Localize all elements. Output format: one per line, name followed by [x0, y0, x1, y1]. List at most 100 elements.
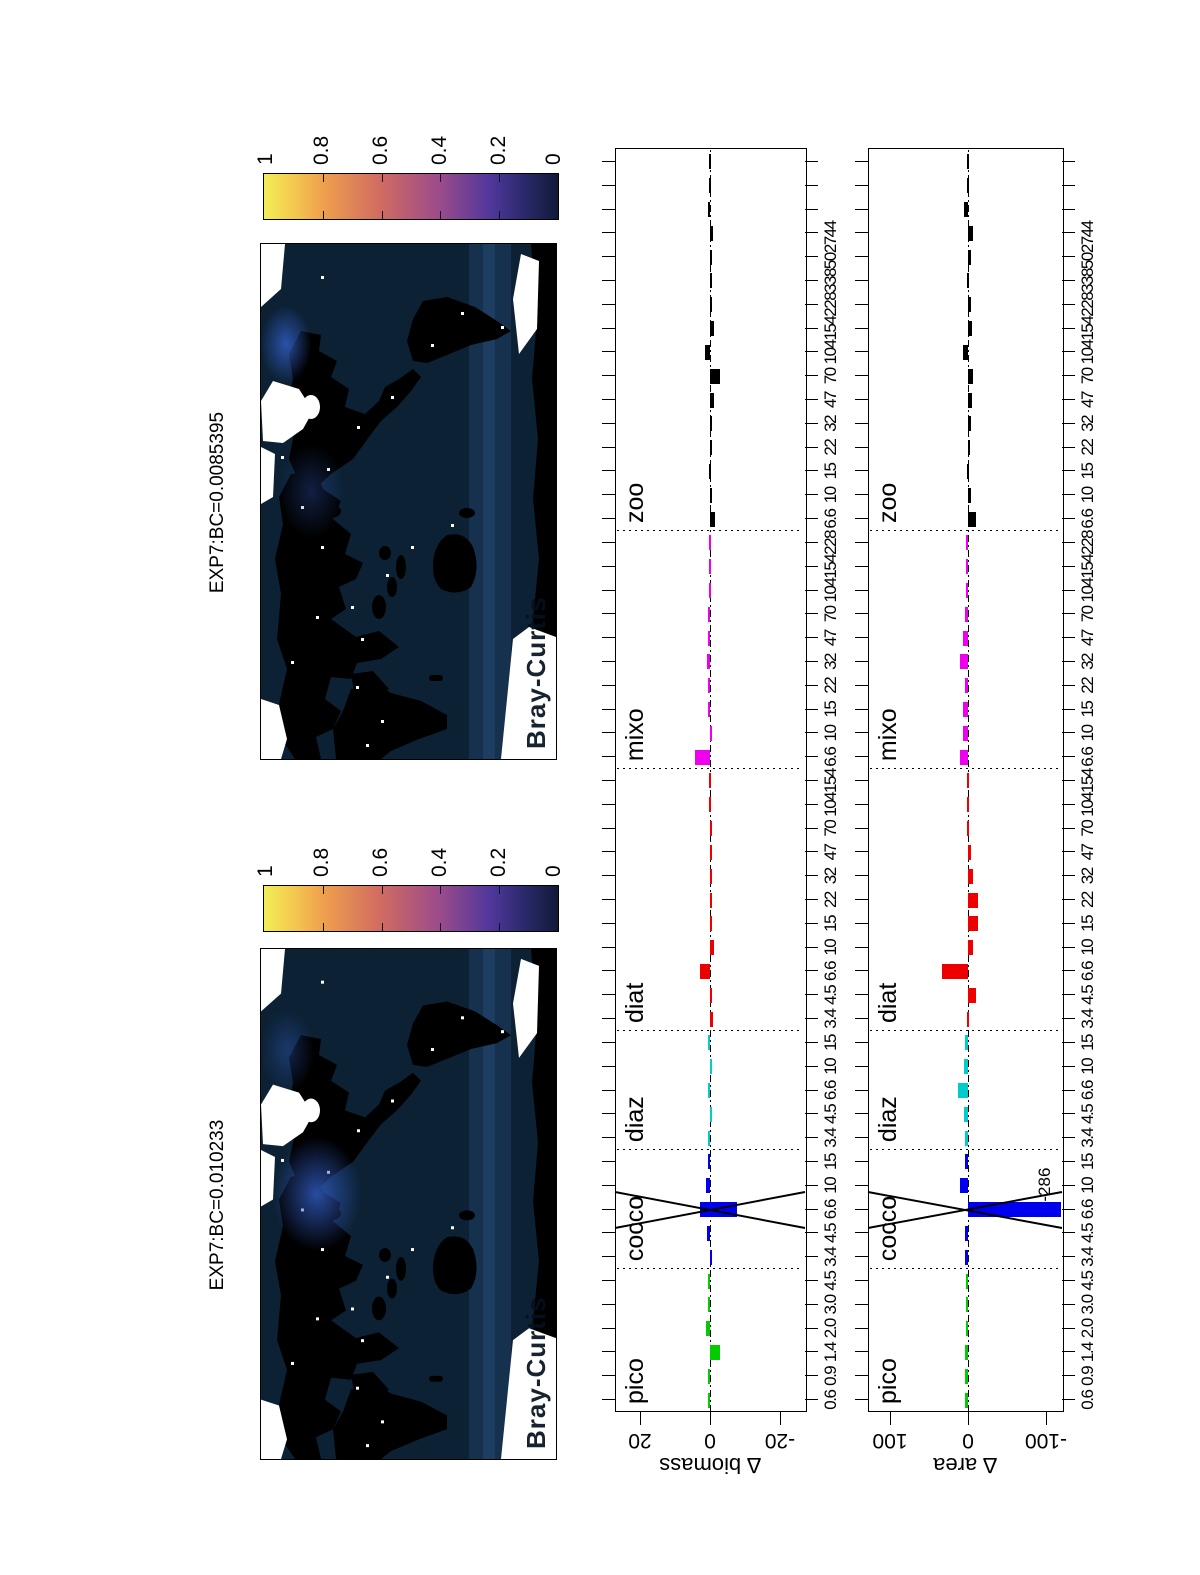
slot-tick-bottom: [805, 708, 818, 710]
slot-tick-top: [855, 660, 868, 662]
map1-watermark: Bray-Curtis: [521, 1296, 551, 1449]
bar-cocco: [964, 1154, 968, 1170]
slot-tick-bottom: [805, 208, 818, 210]
slot-tick-bottom: [1062, 660, 1075, 662]
map2: Bray-Curtis: [260, 243, 557, 760]
slot-tick-top: [602, 1137, 615, 1139]
bar-pico: [707, 1392, 710, 1408]
group-label-pico: pico: [874, 1358, 902, 1404]
bar-zoo: [968, 321, 972, 337]
map1-cbar-label-08: 0.8: [310, 847, 333, 877]
bar-zoo: [710, 321, 714, 337]
slot-tick-bottom: [805, 827, 818, 829]
bar-pico: [966, 1273, 969, 1289]
bar-diat: [709, 821, 712, 837]
slot-tick-bottom: [1062, 708, 1075, 710]
outlier-cross-marker: [867, 1190, 1063, 1229]
slot-tick-top: [602, 279, 615, 281]
map2-colorbar: [263, 173, 559, 220]
group-label-diaz: diaz: [874, 1096, 902, 1143]
slot-tick-bottom: [805, 1256, 818, 1258]
bar-cocco: [964, 1249, 968, 1265]
slot-tick-bottom: [805, 1041, 818, 1043]
slot-tick-bottom: [1062, 1160, 1075, 1162]
slot-tick-bottom: [1062, 1399, 1075, 1401]
slot-tick-bottom: [1062, 1232, 1075, 1234]
slot-tick-bottom: [1062, 565, 1075, 567]
slot-tick-bottom: [805, 1375, 818, 1377]
bar-zoo: [707, 202, 710, 218]
bar-mixo: [706, 654, 710, 670]
bar-diat: [966, 797, 969, 813]
slot-tick-bottom: [805, 1137, 818, 1139]
slot-tick-bottom: [1062, 899, 1075, 901]
bar-diat: [709, 916, 712, 932]
slot-tick-bottom: [1062, 1137, 1075, 1139]
slot-tick-top: [602, 1399, 615, 1401]
slot-tick-bottom: [805, 589, 818, 591]
slot-tick-bottom: [1062, 1113, 1075, 1115]
slot-tick-top: [602, 684, 615, 686]
slot-tick-top: [602, 875, 615, 877]
bar-diaz: [708, 1083, 711, 1099]
bar-zoo: [968, 225, 973, 241]
bar-mixo: [960, 654, 968, 670]
slot-tick-top: [855, 899, 868, 901]
bar-pico: [964, 1368, 968, 1384]
slot-tick-bottom: [805, 399, 818, 401]
bar-mixo: [966, 583, 969, 599]
slot-tick-top: [855, 851, 868, 853]
bar-diaz: [964, 1106, 968, 1122]
slot-tick-top: [855, 303, 868, 305]
slot-tick-top: [602, 446, 615, 448]
bar-zoo: [710, 392, 714, 408]
slot-tick-top: [602, 1232, 615, 1234]
group-separator: [870, 1268, 1060, 1270]
slot-tick-top: [855, 1137, 868, 1139]
slot-tick-bottom: [805, 970, 818, 972]
colorbar-tick: [381, 211, 383, 219]
ytick: [968, 1412, 969, 1425]
slot-tick-top: [855, 970, 868, 972]
slot-tick-top: [855, 922, 868, 924]
slot-tick-top: [855, 1184, 868, 1186]
colorbar-tick: [499, 211, 501, 219]
slot-tick-top: [855, 708, 868, 710]
bar-zoo: [967, 273, 970, 289]
slot-tick-top: [855, 232, 868, 234]
slot-tick-top: [602, 756, 615, 758]
slot-tick-top: [855, 1113, 868, 1115]
slot-tick-top: [855, 875, 868, 877]
bar-zoo: [963, 344, 968, 360]
bar-mixo: [708, 606, 711, 622]
group-label-diaz: diaz: [621, 1096, 649, 1143]
slot-tick-top: [602, 1303, 615, 1305]
slot-tick-bottom: [1062, 1280, 1075, 1282]
slot-tick-bottom: [805, 1208, 818, 1210]
group-separator: [617, 1149, 803, 1151]
slot-tick-bottom: [805, 565, 818, 567]
bar-diat: [968, 868, 973, 884]
colorbar-tick: [440, 174, 442, 182]
slot-tick-top: [855, 589, 868, 591]
slot-tick-top: [855, 1041, 868, 1043]
slot-tick-bottom: [805, 541, 818, 543]
slot-tick-bottom: [1062, 970, 1075, 972]
slot-tick-bottom: [1062, 946, 1075, 948]
bar-mixo: [708, 535, 711, 551]
bar-zoo: [710, 511, 715, 527]
slot-tick-top: [855, 279, 868, 281]
slot-tick-bottom: [1062, 470, 1075, 472]
colorbar-tick: [322, 174, 324, 182]
colorbar-tick: [322, 211, 324, 219]
slot-tick-bottom: [1062, 756, 1075, 758]
slot-tick-bottom: [805, 613, 818, 615]
bar-zoo: [710, 297, 713, 313]
slot-tick-top: [855, 541, 868, 543]
map1-title: EXP7:BC=0.010233: [207, 1119, 228, 1291]
bar-diaz: [964, 1059, 968, 1075]
map1-cbar-label-02: 0.2: [487, 847, 510, 877]
bar-zoo: [964, 202, 968, 218]
slot-tick-bottom: [1062, 399, 1075, 401]
bar-zoo: [709, 273, 712, 289]
